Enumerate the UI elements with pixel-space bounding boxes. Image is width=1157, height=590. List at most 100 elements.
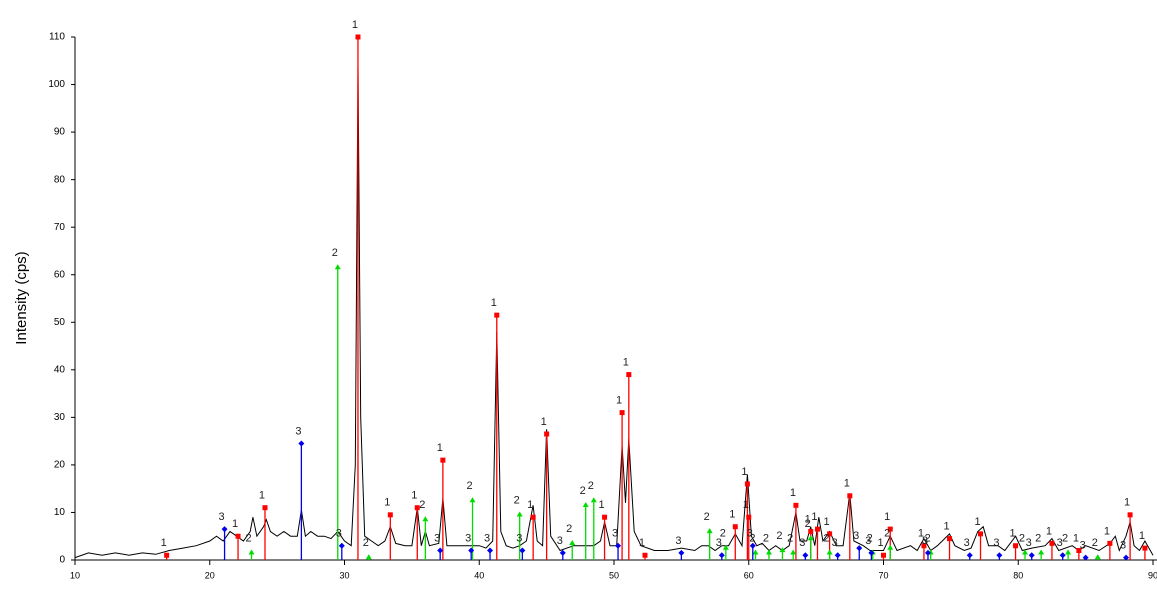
peak-label: 1 (1046, 525, 1052, 537)
peak-marker (733, 524, 738, 529)
peak-label: 2 (588, 480, 594, 492)
peak-label: 2 (466, 480, 472, 492)
peak-marker (620, 410, 625, 415)
peak-label: 2 (787, 532, 793, 544)
peak-marker (249, 549, 255, 554)
peak-marker (835, 552, 841, 558)
peak-label: 3 (853, 530, 859, 542)
peak-label: 3 (465, 532, 471, 544)
peak-marker (236, 534, 241, 539)
x-tick-label: 30 (339, 570, 349, 580)
peak-marker (298, 441, 304, 447)
peak-label: 1 (232, 518, 238, 530)
peak-marker (967, 552, 973, 558)
peak-label: 3 (832, 537, 838, 549)
peak-label: 2 (763, 532, 769, 544)
peak-label: 1 (1104, 525, 1110, 537)
peak-label: 1 (790, 487, 796, 499)
x-tick-label: 40 (474, 570, 484, 580)
peak-marker (1013, 543, 1018, 548)
peak-marker (1029, 552, 1035, 558)
peak-label: 1 (1073, 532, 1079, 544)
peak-marker (262, 505, 267, 510)
y-tick-label: 50 (54, 317, 66, 328)
peak-marker (746, 515, 751, 520)
peak-marker (678, 550, 684, 556)
peak-marker (847, 493, 852, 498)
peak-label: 3 (612, 528, 618, 540)
peak-label: 3 (964, 537, 970, 549)
peak-label: 1 (541, 416, 547, 428)
peak-marker (978, 531, 983, 536)
peak-label: 2 (245, 532, 251, 544)
x-tick-label: 50 (609, 570, 619, 580)
y-tick-label: 80 (54, 174, 66, 185)
peak-label: 2 (566, 523, 572, 535)
peak-label: 2 (1092, 537, 1098, 549)
peak-marker (719, 552, 725, 558)
peak-marker (1065, 549, 1071, 554)
peak-marker (602, 515, 607, 520)
peak-marker (793, 503, 798, 508)
peak-label: 1 (877, 537, 883, 549)
peak-label: 2 (363, 537, 369, 549)
y-tick-label: 10 (54, 507, 66, 518)
peak-marker (642, 553, 647, 558)
peak-label: 2 (580, 485, 586, 497)
peak-marker (422, 516, 428, 521)
peak-label: 1 (729, 509, 735, 521)
peak-label: 3 (1080, 540, 1086, 552)
peak-marker (591, 497, 597, 502)
peak-label: 1 (623, 356, 629, 368)
peak-marker (745, 481, 750, 486)
peak-label: 3 (336, 528, 342, 540)
peak-marker (856, 545, 862, 551)
peak-label: 3 (295, 425, 301, 437)
peak-label: 1 (824, 516, 830, 528)
peak-marker (388, 512, 393, 517)
peak-marker (947, 536, 952, 541)
peak-label: 2 (1019, 532, 1025, 544)
peak-label: 1 (741, 466, 747, 478)
peak-marker (802, 552, 808, 558)
peak-label: 1 (491, 297, 497, 309)
peak-marker (1107, 541, 1112, 546)
peak-marker (494, 313, 499, 318)
y-axis-label: Intensity (cps) (13, 251, 30, 344)
peak-label: 3 (747, 528, 753, 540)
peak-marker (626, 372, 631, 377)
peak-marker (615, 543, 621, 549)
peak-marker (569, 540, 575, 545)
peak-label: 2 (704, 511, 710, 523)
peak-marker (487, 547, 493, 553)
peak-label: 3 (1057, 537, 1063, 549)
peak-marker (440, 458, 445, 463)
peak-label: 1 (884, 511, 890, 523)
y-tick-label: 110 (49, 32, 65, 43)
peak-marker (339, 543, 345, 549)
y-tick-label: 100 (48, 79, 65, 90)
peak-label: 1 (616, 395, 622, 407)
peak-marker (1095, 554, 1101, 559)
peak-label: 3 (922, 535, 928, 547)
peak-marker (583, 502, 589, 507)
peak-label: 1 (1124, 497, 1130, 509)
peak-marker (1038, 549, 1044, 554)
peak-label: 1 (1009, 528, 1015, 540)
pattern-line (75, 66, 1153, 558)
peak-label: 3 (799, 537, 805, 549)
y-tick-label: 20 (54, 460, 66, 471)
peak-label: 3 (865, 535, 871, 547)
peak-marker (335, 264, 341, 269)
x-tick-label: 10 (70, 570, 80, 580)
peak-label: 2 (1062, 532, 1068, 544)
peak-label: 3 (716, 537, 722, 549)
peak-marker (468, 547, 474, 553)
peak-marker (1049, 541, 1054, 546)
y-tick-label: 40 (54, 364, 66, 375)
peak-label: 1 (384, 497, 390, 509)
peak-marker (366, 554, 372, 559)
peak-label: 1 (437, 442, 443, 454)
x-tick-label: 70 (878, 570, 888, 580)
peak-marker (531, 515, 536, 520)
